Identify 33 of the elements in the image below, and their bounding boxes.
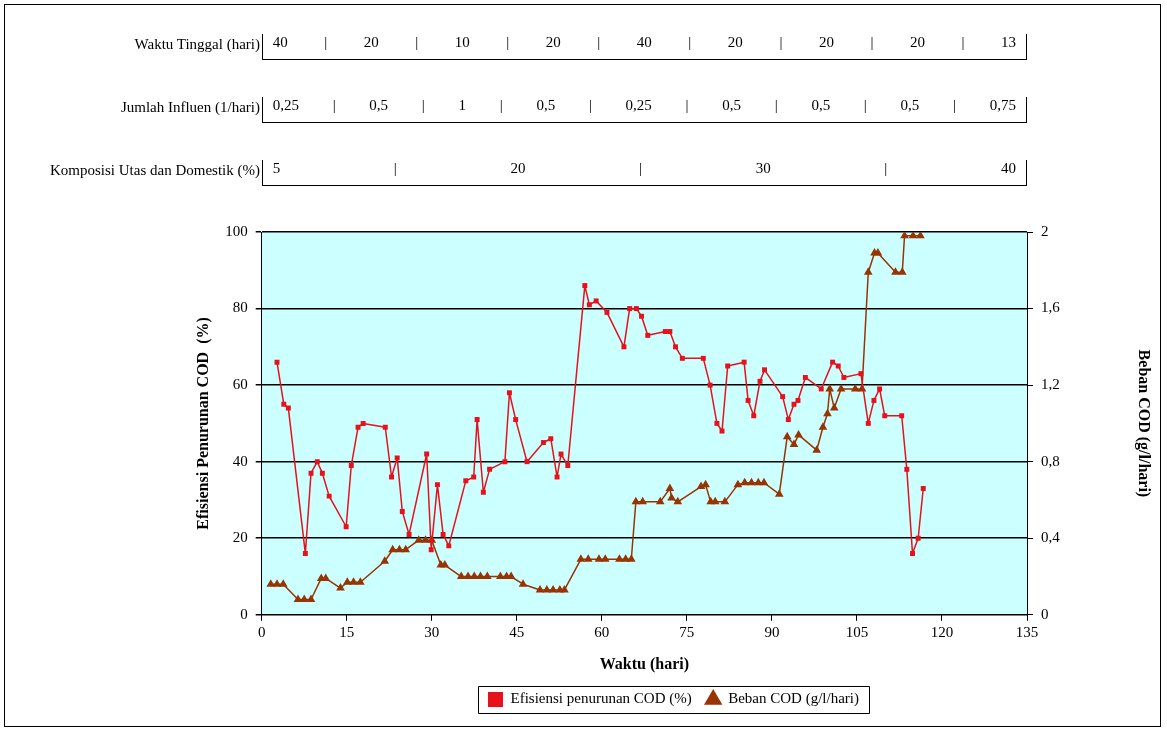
text: 5 | 20 | 30 | 40 bbox=[261, 160, 1027, 186]
text: Waktu Tinggal (hari) bbox=[133, 36, 260, 53]
y2-tick-label: 0,4 bbox=[1041, 529, 1061, 546]
y2-tick-label: 1,6 bbox=[1041, 299, 1061, 316]
y-tick-label: 20 bbox=[232, 529, 248, 546]
text: 40 | 20 | 10 | 20 | 40 | 20 | 20 | 20 | 13 bbox=[261, 34, 1027, 60]
x-tick-label: 0 bbox=[257, 623, 266, 640]
x-tick-label: 120 bbox=[930, 623, 954, 640]
y-tick-label: 40 bbox=[232, 452, 248, 469]
x-tick-label: 75 bbox=[679, 623, 695, 640]
x-tick-label: 15 bbox=[339, 623, 355, 640]
y2-tick-label: 1,2 bbox=[1041, 376, 1060, 393]
x-tick-label: 45 bbox=[509, 623, 525, 640]
legend-label: Beban COD (g/l/hari) bbox=[728, 690, 860, 708]
y-axis-title: Efisiensi Penurunan COD (%) bbox=[193, 317, 212, 530]
x-tick-label: 90 bbox=[764, 623, 780, 640]
y2-axis-title: Beban COD (g/l/hari) bbox=[1135, 349, 1154, 498]
y2-tick-label: 0,8 bbox=[1041, 452, 1060, 469]
x-tick-label: 105 bbox=[845, 623, 869, 640]
legend-label: Efisiensi penurunan COD (%) bbox=[510, 690, 692, 708]
x-tick-label: 30 bbox=[424, 623, 440, 640]
y-tick-label: 0 bbox=[240, 605, 248, 622]
y2-tick-label: 0 bbox=[1041, 605, 1049, 622]
text: Komposisi Utas dan Domestik (%) bbox=[49, 162, 260, 179]
y-tick-label: 80 bbox=[232, 299, 248, 316]
text: Jumlah Influen (1/hari) bbox=[119, 99, 260, 116]
y2-tick-label: 2 bbox=[1041, 222, 1049, 239]
text: 0,25 | 0,5 | 1 | 0,5 | 0,25 | 0,5 | 0,5 | 0,5 | 0,75 bbox=[261, 97, 1027, 123]
x-tick-label: 60 bbox=[594, 623, 610, 640]
x-axis-title: Waktu (hari) bbox=[599, 654, 690, 673]
y-tick-label: 60 bbox=[232, 376, 248, 393]
x-tick-label: 135 bbox=[1015, 623, 1039, 640]
y-tick-label: 100 bbox=[225, 222, 248, 239]
